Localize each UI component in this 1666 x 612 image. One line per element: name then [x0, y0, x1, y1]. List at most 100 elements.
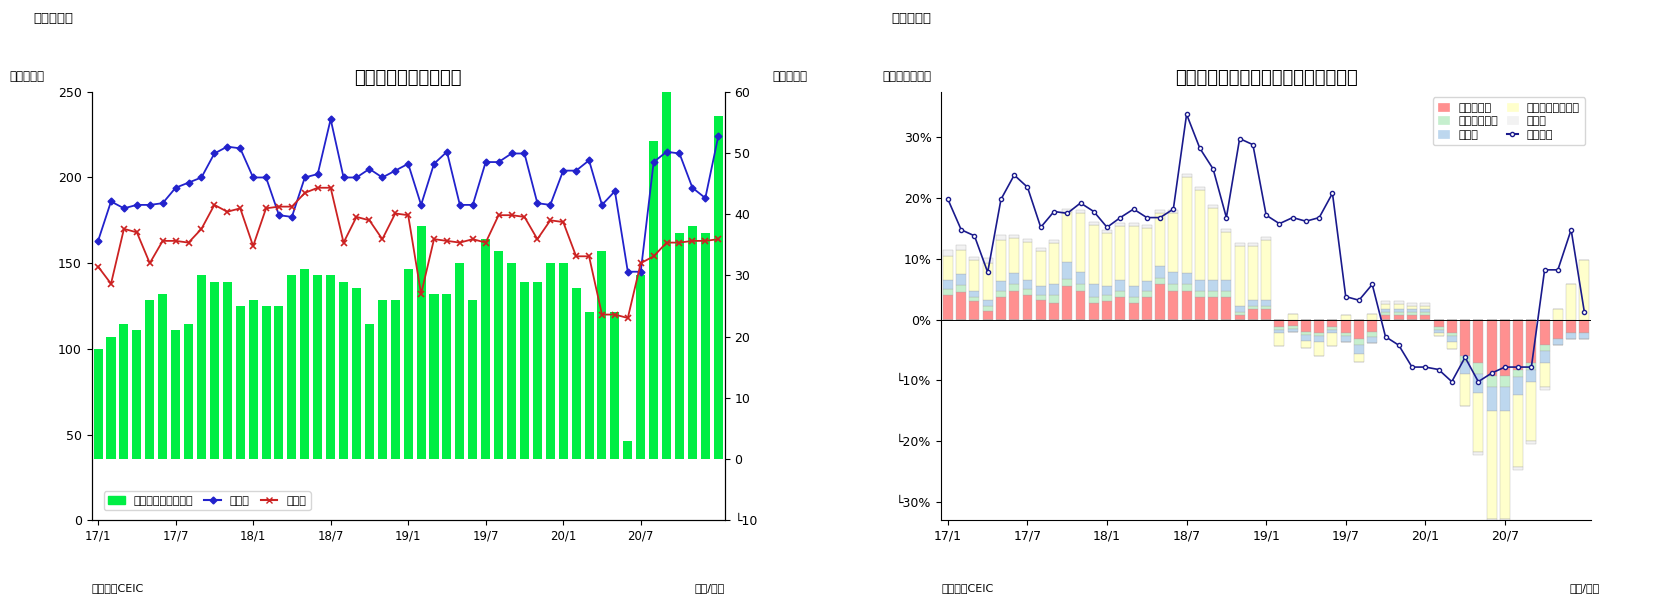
Bar: [495, 251, 503, 459]
Bar: [623, 441, 633, 459]
Bar: [172, 330, 180, 459]
Bar: [1354, 345, 1364, 354]
Bar: [585, 312, 593, 459]
Bar: [1128, 303, 1138, 319]
Bar: [1473, 319, 1483, 364]
Bar: [546, 263, 555, 459]
Bar: [1408, 306, 1418, 308]
Bar: [1141, 228, 1151, 282]
Bar: [943, 280, 953, 289]
Bar: [943, 289, 953, 296]
Bar: [1539, 364, 1549, 387]
Bar: [183, 324, 193, 459]
Bar: [403, 269, 413, 459]
Bar: [1553, 339, 1563, 345]
Bar: [1141, 225, 1151, 228]
Bar: [1155, 210, 1165, 213]
Bar: [430, 294, 438, 459]
Bar: [1235, 246, 1245, 306]
Bar: [1168, 291, 1178, 319]
Bar: [313, 275, 322, 459]
Bar: [1063, 279, 1073, 286]
Bar: [158, 294, 167, 459]
Bar: [1499, 519, 1509, 522]
Bar: [1076, 213, 1086, 272]
Bar: [1235, 306, 1245, 312]
Bar: [1115, 226, 1125, 280]
Bar: [1050, 285, 1060, 296]
Bar: [1076, 285, 1086, 291]
Bar: [1023, 280, 1033, 289]
Bar: [1128, 226, 1138, 286]
Bar: [107, 337, 115, 459]
Bar: [1526, 364, 1536, 370]
Bar: [1076, 210, 1086, 213]
Bar: [1526, 370, 1536, 382]
Bar: [1341, 333, 1351, 336]
Bar: [392, 300, 400, 459]
Bar: [365, 324, 373, 459]
Bar: [1103, 230, 1111, 233]
Text: （図表７）: （図表７）: [33, 12, 73, 25]
Bar: [235, 306, 245, 459]
Text: （前年同月比）: （前年同月比）: [883, 70, 931, 83]
Bar: [970, 291, 980, 297]
Bar: [1314, 319, 1324, 333]
Bar: [1090, 285, 1100, 297]
Bar: [1090, 222, 1100, 225]
Bar: [1446, 342, 1456, 349]
Bar: [956, 245, 966, 250]
Bar: [1063, 286, 1073, 319]
Bar: [1155, 266, 1165, 278]
Bar: [1050, 243, 1060, 285]
Bar: [1354, 354, 1364, 362]
Bar: [340, 282, 348, 459]
Bar: [1433, 333, 1443, 336]
Bar: [1181, 285, 1191, 291]
Bar: [1553, 319, 1563, 339]
Bar: [1195, 280, 1205, 291]
Bar: [1539, 319, 1549, 345]
Bar: [1394, 304, 1404, 308]
Text: （資料）CEIC: （資料）CEIC: [92, 583, 143, 592]
Bar: [1248, 246, 1258, 300]
Bar: [1181, 291, 1191, 319]
Bar: [93, 349, 103, 459]
Bar: [1539, 345, 1549, 351]
Bar: [1261, 308, 1271, 319]
Bar: [1010, 238, 1020, 274]
Bar: [1274, 327, 1284, 330]
Bar: [1221, 297, 1231, 319]
Bar: [1421, 306, 1429, 308]
Bar: [610, 312, 620, 459]
Bar: [1314, 336, 1324, 342]
Bar: [1103, 233, 1111, 286]
Bar: [1010, 274, 1020, 285]
Bar: [1103, 296, 1111, 302]
Bar: [1368, 332, 1378, 337]
Bar: [1274, 330, 1284, 333]
Legend: 貳易収支（右目盛）, 輸出領, 輸入領: 貳易収支（右目盛）, 輸出領, 輸入領: [103, 491, 310, 510]
Bar: [1301, 332, 1311, 335]
Bar: [1103, 286, 1111, 296]
Bar: [970, 297, 980, 302]
Text: （億ドル）: （億ドル）: [771, 70, 806, 83]
Bar: [1208, 280, 1218, 291]
Bar: [1408, 308, 1418, 312]
Bar: [1221, 229, 1231, 232]
Bar: [1248, 308, 1258, 319]
Bar: [1128, 223, 1138, 226]
Bar: [1459, 319, 1469, 356]
Bar: [1090, 297, 1100, 303]
Bar: [1248, 306, 1258, 308]
Bar: [598, 251, 606, 459]
Bar: [1526, 441, 1536, 444]
Bar: [1090, 225, 1100, 285]
Bar: [1408, 303, 1418, 306]
Bar: [455, 263, 465, 459]
Bar: [1128, 297, 1138, 303]
Bar: [1023, 242, 1033, 280]
Bar: [1010, 235, 1020, 238]
Bar: [983, 310, 993, 319]
Bar: [1394, 315, 1404, 319]
